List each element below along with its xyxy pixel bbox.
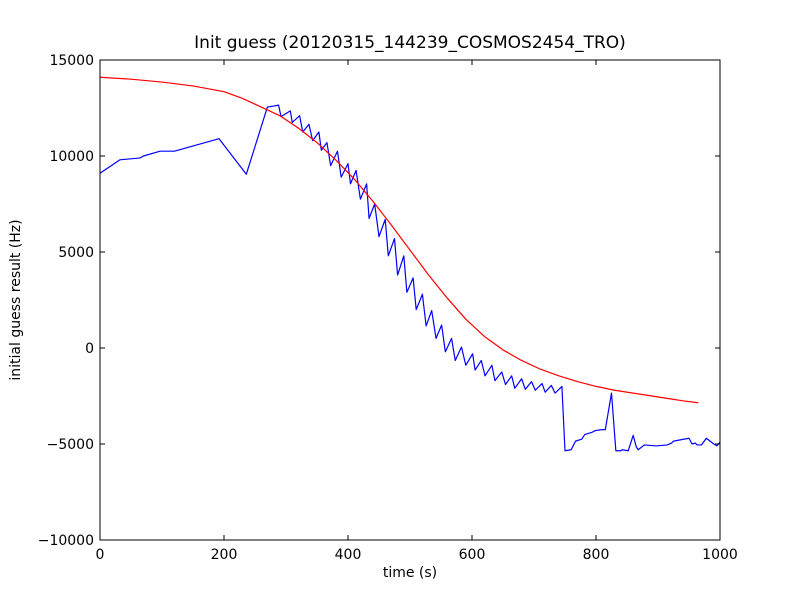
x-tick-label: 0 <box>96 547 105 563</box>
series-layer <box>100 76 720 452</box>
y-axis: −10000 −5000 0 5000 10000 15000 <box>38 53 720 549</box>
series-line-2 <box>100 76 699 404</box>
y-tick-label: 0 <box>85 341 94 357</box>
y-tick-label: 15000 <box>49 53 94 69</box>
y-tick-label: 10000 <box>49 149 94 165</box>
plot-border <box>99 59 721 541</box>
y-axis-label: initial guess result (Hz) <box>8 219 24 380</box>
x-tick-label: 1000 <box>702 547 738 563</box>
y-tick-label: 5000 <box>58 245 94 261</box>
plot-area <box>99 59 721 541</box>
series-line-1 <box>100 104 720 452</box>
x-axis: 0 200 400 600 800 1000 <box>96 60 738 563</box>
y-tick-label: −10000 <box>38 533 94 549</box>
chart-title: Init guess (20120315_144239_COSMOS2454_T… <box>194 33 626 53</box>
x-tick-label: 400 <box>335 547 362 563</box>
x-tick-label: 600 <box>459 547 486 563</box>
x-tick-label: 800 <box>583 547 610 563</box>
x-axis-label: time (s) <box>383 565 437 581</box>
plot-frame <box>100 60 720 540</box>
y-tick-label: −5000 <box>47 437 94 453</box>
x-tick-label: 200 <box>211 547 238 563</box>
